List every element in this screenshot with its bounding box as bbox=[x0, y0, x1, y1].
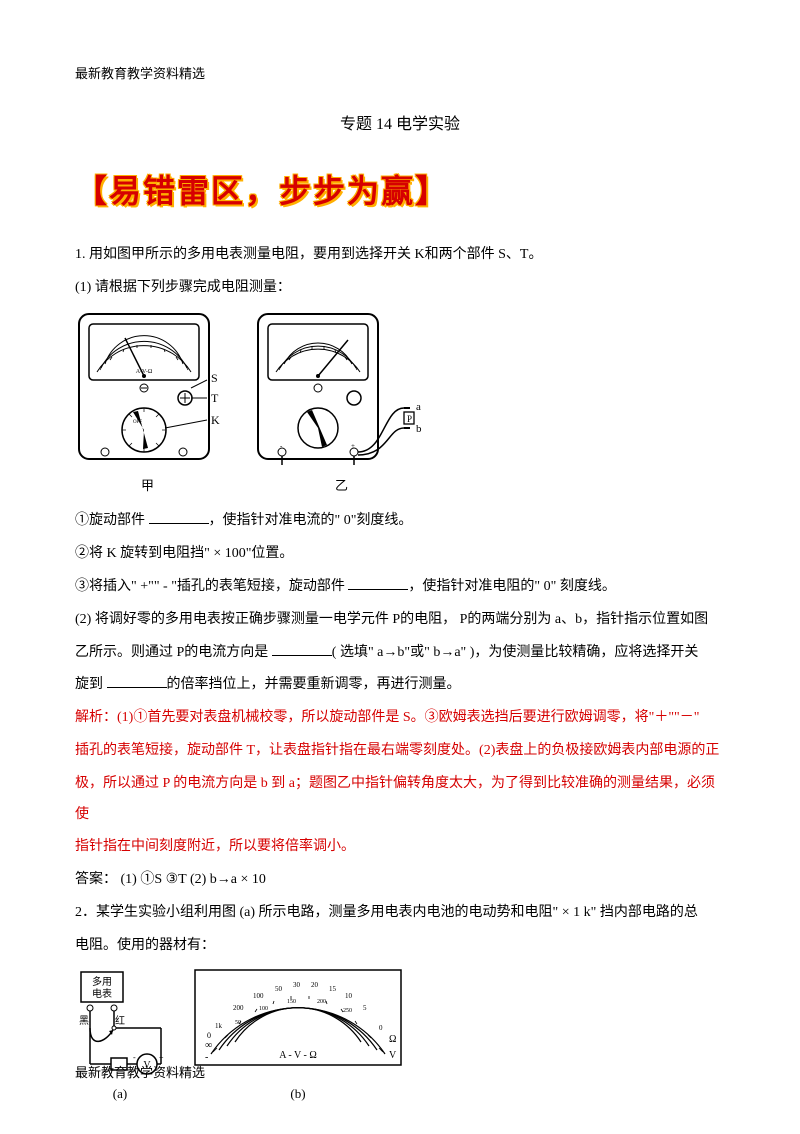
q1-p2e: 的倍率挡位上，并需要重新调零，再进行测量。 bbox=[167, 677, 461, 692]
q2-stem1: 2．某学生实验小组利用图 (a) 所示电路，测量多用电表内电池的电动势和电阻" … bbox=[75, 898, 725, 929]
svg-text:电表: 电表 bbox=[92, 987, 112, 1000]
svg-text:20: 20 bbox=[311, 981, 319, 989]
q1-sol2: 插孔的表笔短接，旋动部件 T，让表盘指针指在最右端零刻度处。(2)表盘上的负极接… bbox=[75, 736, 725, 767]
svg-text:50: 50 bbox=[275, 985, 283, 993]
svg-text:200: 200 bbox=[317, 999, 326, 1005]
label-a: a bbox=[416, 401, 421, 413]
q1-part1: (1) 请根据下列步骤完成电阻测量： bbox=[75, 273, 725, 304]
caption-b: (b) bbox=[193, 1080, 403, 1109]
svg-text:5: 5 bbox=[363, 1004, 367, 1012]
q1-answer: 答案： (1) ①S ③T (2) b→a × 10 bbox=[75, 865, 725, 896]
svg-text:15: 15 bbox=[329, 985, 337, 993]
q1-sol3: 极，所以通过 P 的电流方向是 b 到 a；题图乙中指针偏转角度太大，为了得到比… bbox=[75, 769, 725, 831]
label-p: P bbox=[407, 414, 412, 424]
figure-row-1: A-V-Ω OFF S T K 甲 bbox=[75, 310, 725, 501]
svg-text:100: 100 bbox=[259, 1006, 268, 1012]
header-note: 最新教育教学资料精选 bbox=[75, 60, 725, 89]
meter-yi: - + a b P 乙 bbox=[254, 310, 429, 501]
q1-p2c: ( 选填" a→b"或" b→a" )，为使测量比较精确，应将选择开关 bbox=[332, 645, 699, 660]
svg-text:∞: ∞ bbox=[205, 1040, 212, 1051]
dial-b: 1k 200 100 50 30 20 15 10 5 0 50 100 150… bbox=[193, 968, 403, 1109]
q1-p2-line3: 旋到 的倍率挡位上，并需要重新调零，再进行测量。 bbox=[75, 670, 725, 701]
blank1 bbox=[149, 510, 209, 524]
q1-step2: ②将 K 旋转到电阻挡" × 100"位置。 bbox=[75, 539, 725, 570]
q1-sol4: 指针指在中间刻度附近，所以要将倍率调小。 bbox=[75, 832, 725, 863]
warning-banner: 【易错雷区，步步为赢】 bbox=[75, 156, 725, 226]
svg-text:+: + bbox=[351, 442, 355, 450]
q1-stem: 1. 用如图甲所示的多用电表测量电阻，要用到选择开关 K和两个部件 S、T。 bbox=[75, 240, 725, 271]
label-k: K bbox=[211, 413, 220, 427]
blank2 bbox=[348, 576, 408, 590]
q2-stem2: 电阻。使用的器材有： bbox=[75, 931, 725, 962]
q1-s3b: ，使指针对准电阻的" 0" 刻度线。 bbox=[408, 579, 615, 594]
svg-text:OFF: OFF bbox=[133, 420, 142, 425]
svg-text:A - V - Ω: A - V - Ω bbox=[279, 1050, 317, 1061]
svg-text:0: 0 bbox=[379, 1024, 383, 1032]
caption-jia: 甲 bbox=[75, 472, 220, 501]
q1-p2b: 乙所示。则通过 P的电流方向是 bbox=[75, 645, 272, 660]
svg-text:A-V-Ω: A-V-Ω bbox=[136, 369, 153, 375]
svg-text:Ω: Ω bbox=[389, 1034, 396, 1045]
footer-note: 最新教育教学资料精选 bbox=[75, 1059, 205, 1088]
label-t: T bbox=[211, 391, 219, 405]
caption-yi: 乙 bbox=[254, 472, 429, 501]
svg-text:-: - bbox=[205, 1052, 208, 1063]
svg-text:0: 0 bbox=[207, 1031, 211, 1040]
svg-text:150: 150 bbox=[287, 999, 296, 1005]
svg-text:1k: 1k bbox=[215, 1022, 223, 1030]
q1-p2a: (2) 将调好零的多用电表按正确步骤测量一电学元件 P的电阻， P的两端分别为 … bbox=[75, 605, 725, 636]
svg-text:30: 30 bbox=[293, 981, 301, 989]
svg-text:50: 50 bbox=[235, 1020, 241, 1026]
svg-text:多用: 多用 bbox=[92, 975, 112, 988]
svg-text:200: 200 bbox=[233, 1004, 244, 1012]
svg-text:250: 250 bbox=[343, 1008, 352, 1014]
label-s: S bbox=[211, 371, 218, 385]
svg-text:10: 10 bbox=[345, 992, 353, 1000]
q1-s1b: ，使指针对准电流的" 0"刻度线。 bbox=[209, 513, 413, 528]
label-b: b bbox=[416, 423, 422, 435]
q1-s3a: ③将插入" +"" - "插孔的表笔短接，旋动部件 bbox=[75, 579, 348, 594]
q1-s1a: ①旋动部件 bbox=[75, 513, 149, 528]
blank4 bbox=[107, 674, 167, 688]
blank3 bbox=[272, 642, 332, 656]
q1-step3: ③将插入" +"" - "插孔的表笔短接，旋动部件 ，使指针对准电阻的" 0" … bbox=[75, 572, 725, 603]
svg-text:红: 红 bbox=[115, 1014, 125, 1027]
svg-text:V: V bbox=[389, 1050, 397, 1061]
q1-step1: ①旋动部件 ，使指针对准电流的" 0"刻度线。 bbox=[75, 506, 725, 537]
topic-title: 专题 14 电学实验 bbox=[75, 107, 725, 142]
svg-text:黑: 黑 bbox=[79, 1015, 89, 1027]
meter-jia: A-V-Ω OFF S T K 甲 bbox=[75, 310, 220, 501]
q1-p2-line2: 乙所示。则通过 P的电流方向是 ( 选填" a→b"或" b→a" )，为使测量… bbox=[75, 638, 725, 669]
q1-p2d: 旋到 bbox=[75, 677, 107, 692]
svg-text:100: 100 bbox=[253, 992, 264, 1000]
q1-sol1: 解析：(1)①首先要对表盘机械校零，所以旋动部件是 S。③欧姆表选挡后要进行欧姆… bbox=[75, 703, 725, 734]
